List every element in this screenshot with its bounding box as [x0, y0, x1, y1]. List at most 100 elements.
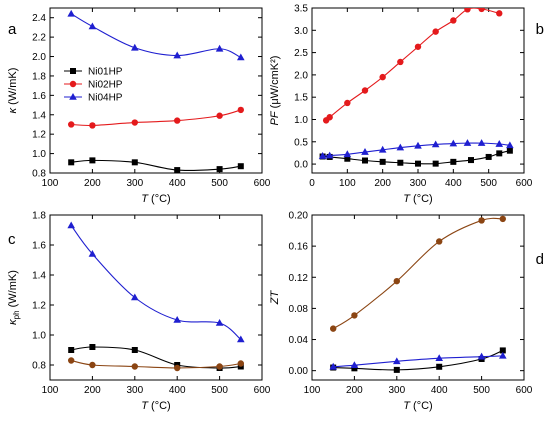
- x-tick-label: 400: [169, 178, 186, 189]
- y-tick-label: 2.0: [294, 70, 308, 81]
- data-point: [397, 159, 404, 166]
- series-Ni01HP: [68, 157, 244, 173]
- panel-letter: d: [536, 251, 544, 268]
- data-point: [68, 159, 75, 166]
- x-axis-unit: (°C): [148, 400, 171, 412]
- data-point: [393, 357, 401, 365]
- data-point: [174, 167, 181, 173]
- data-point: [463, 139, 472, 146]
- x-tick-label: 200: [84, 385, 101, 396]
- x-tick-label: 600: [254, 178, 271, 189]
- data-point: [478, 217, 485, 224]
- x-tick-label: 500: [211, 385, 228, 396]
- data-point: [435, 354, 443, 362]
- data-point: [344, 99, 351, 107]
- x-tick-label: 300: [126, 178, 143, 189]
- panel-d: 100 200 300 400 500 600 0.00 0.04 0.08 0.12 0.16 0.…: [269, 211, 544, 413]
- y-tick-label: 1.4: [32, 271, 46, 282]
- x-tick-label: 100: [339, 178, 356, 189]
- x-axis-label: T (°C): [141, 400, 170, 412]
- data-point: [468, 157, 474, 164]
- data-point: [351, 312, 358, 319]
- data-point: [68, 347, 75, 353]
- y-tick-label: 1.8: [32, 71, 46, 82]
- series-line: [325, 8, 500, 121]
- y-axis-variable: κ: [7, 319, 19, 325]
- data-point: [496, 10, 503, 17]
- data-point: [173, 316, 181, 323]
- x-tick-label: 600: [254, 385, 271, 396]
- data-point: [343, 150, 352, 158]
- x-tick-label: 400: [445, 178, 462, 189]
- x-axis-variable: T: [141, 400, 149, 412]
- data-point: [131, 293, 139, 301]
- panel-c: 100 200 300 400 500 600 0.8 1.0 1.2 1.4 1.6 1.8 T (°…: [7, 211, 271, 413]
- panel-letter: b: [536, 21, 544, 38]
- data-point: [131, 43, 139, 51]
- y-tick-label: 2.4: [32, 13, 46, 24]
- data-point: [237, 335, 245, 343]
- y-tick-label: 1.6: [32, 91, 46, 102]
- data-point: [431, 140, 440, 148]
- data-point: [393, 277, 400, 285]
- data-point: [506, 147, 513, 154]
- series-line: [332, 217, 503, 330]
- y-tick-label: 2.5: [294, 48, 308, 59]
- data-point: [485, 153, 492, 160]
- series-Ni02HP: [330, 215, 506, 332]
- x-tick-label: 100: [42, 385, 59, 396]
- y-tick-label: 2.0: [32, 52, 46, 63]
- y-tick-label: 0.08: [289, 304, 309, 315]
- x-tick-label: 100: [304, 385, 321, 396]
- data-point: [318, 152, 327, 159]
- y-axis-variable: ZT: [269, 290, 281, 306]
- data-point: [173, 51, 181, 59]
- data-point: [131, 119, 138, 126]
- x-axis-unit: (°C): [410, 400, 433, 412]
- data-point: [499, 351, 507, 359]
- y-axis-label: κ (W/mK): [7, 68, 19, 114]
- series-line: [70, 13, 242, 59]
- y-axis-unit: (μW/cmK²): [269, 56, 281, 112]
- data-point: [477, 139, 486, 146]
- x-tick-label: 400: [431, 385, 448, 396]
- data-point: [378, 145, 387, 153]
- x-tick-label: 300: [388, 385, 405, 396]
- y-tick-label: 0.04: [289, 335, 309, 346]
- data-point: [131, 159, 138, 166]
- data-point: [67, 9, 75, 17]
- data-point: [174, 117, 181, 124]
- series-Ni02HP: [322, 8, 503, 124]
- data-point: [450, 158, 457, 165]
- data-point: [89, 157, 96, 164]
- x-tick-label: 400: [169, 385, 186, 396]
- x-tick-label: 300: [410, 178, 427, 189]
- y-axis-label: PF (μW/cmK²): [269, 56, 281, 126]
- y-axis-subscript: ph: [12, 310, 21, 319]
- legend: Ni01HP Ni02HP Ni04HP: [64, 67, 123, 104]
- legend-label: Ni04HP: [88, 93, 123, 104]
- legend-marker: [69, 93, 77, 100]
- x-axis-variable: T: [403, 193, 411, 205]
- data-point: [215, 44, 224, 52]
- y-tick-label: 0.8: [32, 169, 46, 180]
- data-point: [89, 361, 96, 369]
- data-point: [68, 357, 75, 364]
- series-line: [71, 159, 241, 172]
- x-tick-label: 100: [42, 178, 59, 189]
- data-point: [414, 43, 422, 50]
- data-point: [361, 148, 369, 155]
- y-tick-label: 1.0: [32, 331, 46, 342]
- x-axis-label: T (°C): [403, 193, 432, 205]
- data-point: [506, 141, 514, 149]
- data-point: [432, 28, 439, 35]
- data-point: [326, 114, 333, 121]
- y-tick-label: 0.12: [289, 273, 309, 284]
- panel-a: 100 200 300 400 500 600 0.8 1.0 1.2 1.4 1.6 1.8 2.0 2…: [7, 7, 271, 205]
- data-point: [89, 122, 96, 129]
- y-axis-label: κph (W/mK): [7, 270, 21, 325]
- data-point: [216, 166, 223, 173]
- series-line: [71, 109, 241, 127]
- data-point: [216, 363, 223, 370]
- data-point: [397, 58, 404, 66]
